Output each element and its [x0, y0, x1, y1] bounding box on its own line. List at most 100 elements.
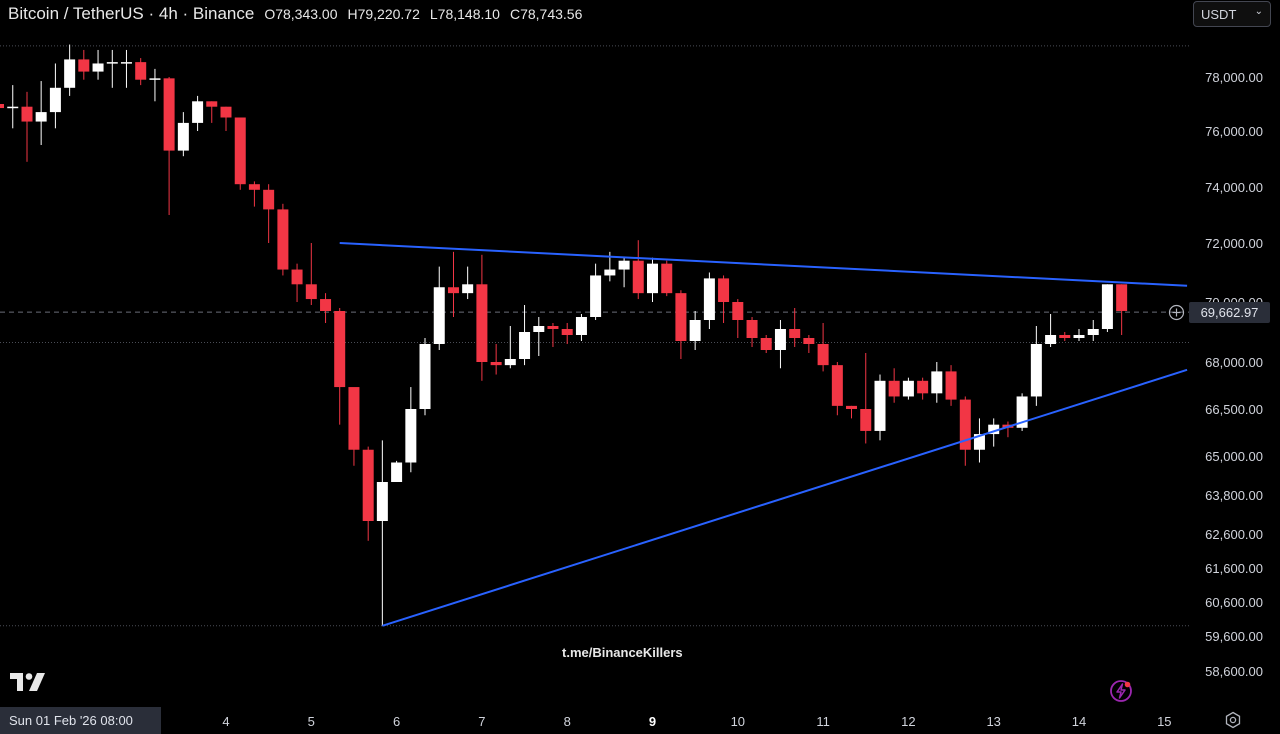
- candle-up: [419, 338, 431, 416]
- candle-body: [490, 362, 502, 366]
- candle-down: [760, 335, 772, 353]
- candle-up: [931, 362, 943, 403]
- candle-down: [888, 368, 900, 403]
- price-tick-label: 78,000.00: [1205, 70, 1263, 85]
- candle-up: [1101, 284, 1113, 332]
- candle-body: [177, 122, 189, 151]
- price-tick-label: 58,600.00: [1205, 664, 1263, 679]
- candle-up: [575, 314, 587, 341]
- candle-body: [746, 320, 758, 338]
- time-tick-label: 4: [222, 714, 229, 729]
- price-tick-label: 74,000.00: [1205, 180, 1263, 195]
- candle-body: [476, 284, 488, 362]
- candle-body: [277, 209, 289, 270]
- gear-icon[interactable]: [1224, 711, 1242, 729]
- price-tick-label: 68,000.00: [1205, 355, 1263, 370]
- price-tick-label: 72,000.00: [1205, 236, 1263, 251]
- time-tick-label: 7: [478, 714, 485, 729]
- candle-up: [618, 257, 630, 288]
- candle-body: [632, 260, 644, 294]
- candle-up: [106, 49, 118, 88]
- time-tick-label: 12: [901, 714, 915, 729]
- symbol-title[interactable]: Bitcoin / TetherUS · 4h · Binance: [8, 4, 255, 23]
- candle-body: [192, 101, 204, 123]
- candle-body: [78, 59, 90, 72]
- candle-body: [433, 287, 445, 344]
- candle-down: [476, 254, 488, 381]
- candle-body: [846, 405, 858, 409]
- candle-body: [575, 317, 587, 335]
- candle-up: [1045, 314, 1057, 347]
- candle-body: [789, 329, 801, 338]
- candle-down: [348, 387, 360, 466]
- candle-body: [1059, 335, 1071, 338]
- candle-body: [0, 104, 5, 109]
- candle-body: [405, 409, 417, 463]
- triangle-trendlines[interactable]: [339, 242, 1188, 627]
- candle-body: [376, 482, 388, 521]
- candle-down: [831, 362, 843, 416]
- candle-down: [334, 308, 346, 425]
- candle-up: [1030, 326, 1042, 406]
- time-tick-label: 9: [649, 714, 656, 729]
- candle-body: [106, 62, 118, 64]
- candle-down: [248, 181, 260, 207]
- candle-up: [647, 257, 658, 302]
- price-axis-bg: [1189, 0, 1280, 707]
- chevron-down-icon: ⌄: [1254, 6, 1263, 17]
- currency-value: USDT: [1201, 6, 1237, 22]
- candle-down: [561, 323, 573, 344]
- candle-body: [533, 326, 545, 332]
- candle-down: [305, 243, 317, 305]
- candle-body: [675, 293, 687, 341]
- tradingview-logo-icon[interactable]: [10, 673, 46, 691]
- candle-body: [917, 380, 929, 394]
- time-tick-label: 11: [816, 714, 830, 729]
- candle-up: [874, 374, 886, 441]
- candle-body: [561, 329, 573, 335]
- candle-up: [192, 95, 204, 131]
- candle-body: [945, 371, 957, 400]
- candle-body: [1045, 335, 1057, 344]
- candle-body: [7, 106, 19, 109]
- candle-body: [931, 371, 943, 394]
- candle-down: [206, 101, 218, 123]
- candle-body: [1016, 396, 1028, 428]
- time-tick-label: 5: [308, 714, 315, 729]
- crosshair-date-label: Sun 01 Feb '26 08:00: [0, 707, 161, 734]
- price-axis[interactable]: 78,000.0076,000.0074,000.0072,000.0070,0…: [1189, 0, 1280, 707]
- candle-up: [92, 49, 104, 80]
- candle-up: [391, 460, 403, 482]
- lightning-icon[interactable]: [1109, 679, 1133, 703]
- candle-down: [860, 353, 872, 444]
- candle-down: [220, 106, 232, 131]
- candle-body: [604, 269, 616, 276]
- candle-body: [291, 269, 303, 285]
- candle-up: [774, 320, 786, 369]
- candle-body: [1073, 335, 1085, 338]
- candle-body: [64, 59, 76, 88]
- price-tick-label: 60,600.00: [1205, 595, 1263, 610]
- add-alert-plus-icon[interactable]: [1168, 304, 1185, 321]
- candle-down: [163, 77, 175, 215]
- ohlc-high: H79,220.72: [347, 6, 420, 22]
- candle-body: [973, 434, 985, 450]
- candle-body: [234, 117, 246, 185]
- candle-down: [675, 290, 687, 359]
- candle-down: [291, 263, 303, 302]
- candle-body: [689, 320, 701, 341]
- candle-up: [120, 49, 132, 88]
- candle-body: [1116, 284, 1128, 311]
- candle-body: [120, 62, 132, 64]
- candle-body: [362, 449, 374, 521]
- currency-select[interactable]: USDT ⌄: [1193, 1, 1271, 27]
- candle-down: [277, 203, 289, 276]
- candle-body: [760, 338, 772, 350]
- candle-up: [973, 418, 985, 463]
- candle-up: [703, 272, 715, 329]
- candle-up: [462, 266, 474, 300]
- candle-body: [988, 424, 1000, 435]
- time-axis[interactable]: 4 5 6 7 8 9 10 11 12 13 14 15: [222, 714, 1171, 729]
- candle-up: [149, 68, 161, 102]
